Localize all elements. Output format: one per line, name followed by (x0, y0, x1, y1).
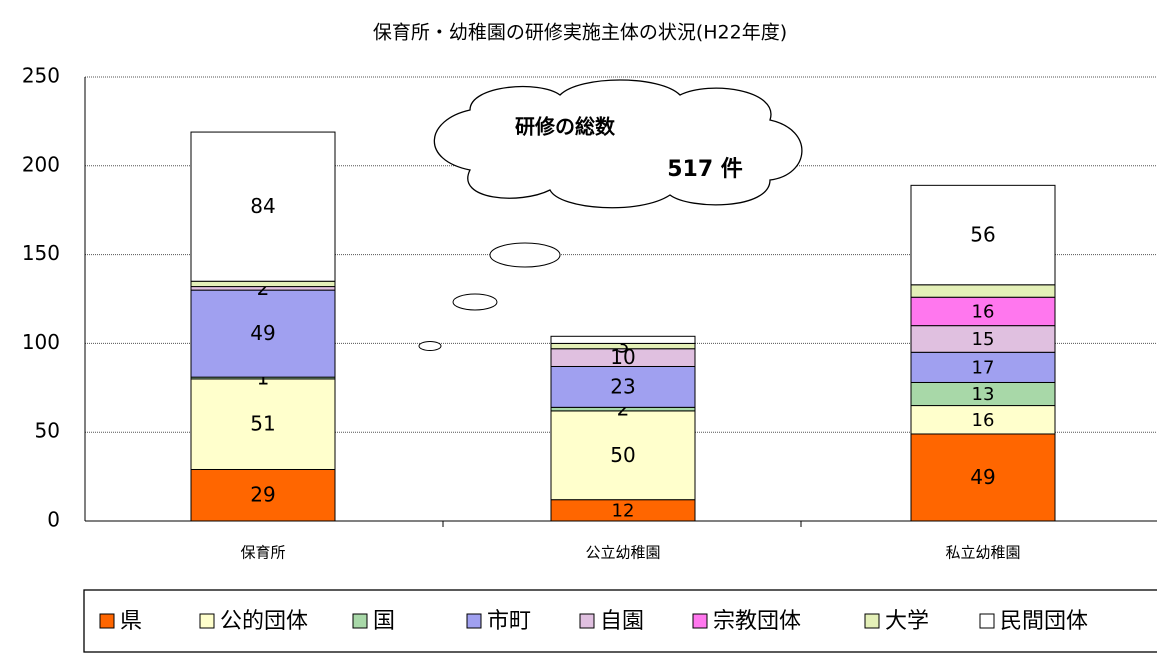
data-label: 16 (972, 301, 995, 322)
legend-swatch (980, 614, 994, 628)
legend-swatch (100, 614, 114, 628)
legend-swatch (693, 614, 707, 628)
legend-swatch (865, 614, 879, 628)
legend-label: 公的団体 (220, 609, 308, 634)
legend-label: 市町 (487, 609, 531, 634)
data-label: 12 (612, 500, 635, 521)
thought-bubble (490, 243, 560, 267)
chart-title: 保育所・幼稚園の研修実施主体の状況(H22年度) (373, 22, 787, 44)
y-tick-label: 200 (22, 152, 60, 176)
y-tick-label: 50 (35, 419, 60, 443)
bar-segment (551, 336, 695, 343)
data-label: 13 (972, 384, 995, 405)
legend-label: 自園 (600, 609, 644, 634)
legend-swatch (467, 614, 481, 628)
legend-label: 大学 (885, 609, 929, 634)
legend-label: 県 (120, 609, 142, 634)
data-label: 17 (972, 357, 995, 378)
data-label: 15 (972, 329, 995, 350)
legend-swatch (580, 614, 594, 628)
data-label: 49 (970, 465, 995, 489)
annotation: 研修の総数 (515, 115, 616, 139)
data-label: 49 (250, 321, 275, 345)
y-tick-label: 250 (22, 64, 60, 88)
x-tick-label: 公立幼稚園 (585, 544, 660, 562)
chart: 保育所・幼稚園の研修実施主体の状況(H22年度) 0 50 100 150 200 250… (0, 0, 1157, 655)
legend-swatch (353, 614, 367, 628)
x-tick-label: 保育所 (240, 544, 285, 562)
data-label: 56 (970, 223, 995, 247)
thought-bubble (419, 342, 441, 351)
y-tick-label: 0 (47, 508, 60, 532)
data-label: 29 (250, 483, 275, 507)
data-label: 84 (250, 194, 275, 218)
x-tick-label: 私立幼稚園 (945, 544, 1020, 562)
data-label: 50 (610, 443, 635, 467)
annotation: 517 件 (667, 157, 743, 182)
data-label: 23 (610, 374, 635, 398)
data-label: 51 (250, 412, 275, 436)
thought-bubble (453, 294, 497, 310)
data-label: 16 (972, 410, 995, 431)
y-tick-label: 100 (22, 330, 60, 354)
legend-label: 民間団体 (1000, 609, 1088, 634)
legend-label: 宗教団体 (713, 609, 801, 634)
legend-swatch (200, 614, 214, 628)
cloud-shape (434, 80, 802, 208)
bar-segment (911, 285, 1055, 297)
y-tick-label: 150 (22, 241, 60, 265)
legend-label: 国 (373, 609, 395, 634)
bar-segment (191, 281, 335, 286)
cloud: 研修の総数 517 件 (419, 80, 802, 351)
